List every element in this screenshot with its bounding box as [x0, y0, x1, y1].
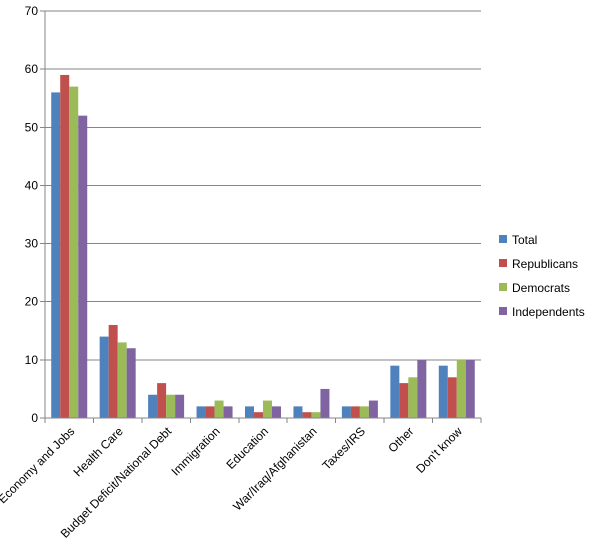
x-tick-label: War/Iraq/Afghanistan: [230, 424, 319, 513]
y-tick-label: 40: [25, 178, 39, 192]
legend-label: Independents: [512, 305, 585, 319]
bar: [272, 406, 281, 418]
y-tick-label: 0: [31, 411, 38, 425]
y-tick-label: 60: [25, 62, 39, 76]
bar: [117, 342, 127, 418]
bar: [399, 383, 409, 418]
bar: [148, 394, 158, 418]
bar: [359, 406, 369, 418]
x-tick-label: Other: [385, 424, 416, 455]
bar: [108, 324, 118, 418]
x-tick-label: Taxes/IRS: [319, 424, 368, 473]
bar: [350, 406, 360, 418]
bar: [438, 365, 448, 418]
gridlines: [45, 10, 481, 361]
y-tick-label: 10: [25, 353, 39, 367]
bar: [205, 406, 215, 418]
axes: [40, 10, 482, 423]
y-tick-label: 30: [25, 237, 39, 251]
legend-swatch: [499, 259, 507, 267]
bar: [166, 394, 176, 418]
bar: [175, 394, 185, 418]
bar: [60, 74, 70, 418]
y-tick-labels: 0 10 20 30 40 50 60 70: [25, 4, 39, 425]
bars: [51, 74, 475, 419]
bar: [408, 377, 418, 418]
bar: [78, 115, 88, 419]
bar: [302, 412, 312, 418]
bar: [263, 400, 272, 418]
bar: [51, 92, 61, 419]
bar: [214, 400, 224, 418]
bar: [417, 359, 427, 418]
legend-label: Total: [512, 233, 537, 247]
bar: [456, 359, 466, 418]
bar: [390, 365, 400, 418]
bar: [293, 406, 303, 418]
x-tick-label: Education: [223, 424, 271, 472]
y-tick-label: 20: [25, 295, 39, 309]
bar: [320, 388, 330, 418]
x-tick-label: Economy and Jobs: [0, 424, 77, 506]
bar: [254, 412, 263, 418]
bar: [368, 400, 378, 418]
y-tick-label: 50: [25, 120, 39, 134]
bar: [311, 412, 321, 418]
legend-label: Democrats: [512, 281, 570, 295]
bar: [69, 86, 79, 418]
bar: [157, 383, 167, 418]
x-tick-label: Don't know: [413, 424, 465, 476]
legend-swatch: [499, 307, 507, 315]
bar: [99, 336, 109, 418]
legend-swatch: [499, 283, 507, 291]
y-tick-label: 70: [25, 4, 39, 18]
bar: [196, 406, 206, 418]
bar: [126, 348, 136, 418]
bar: [447, 377, 457, 418]
bar: [245, 406, 254, 418]
x-tick-label: Immigration: [168, 424, 222, 478]
bar: [223, 406, 233, 418]
legend-swatch: [499, 235, 507, 243]
legend-label: Republicans: [512, 257, 578, 271]
bar: [341, 406, 351, 418]
bar: [465, 359, 475, 418]
legend: Total Republicans Democrats Independents: [499, 233, 585, 319]
